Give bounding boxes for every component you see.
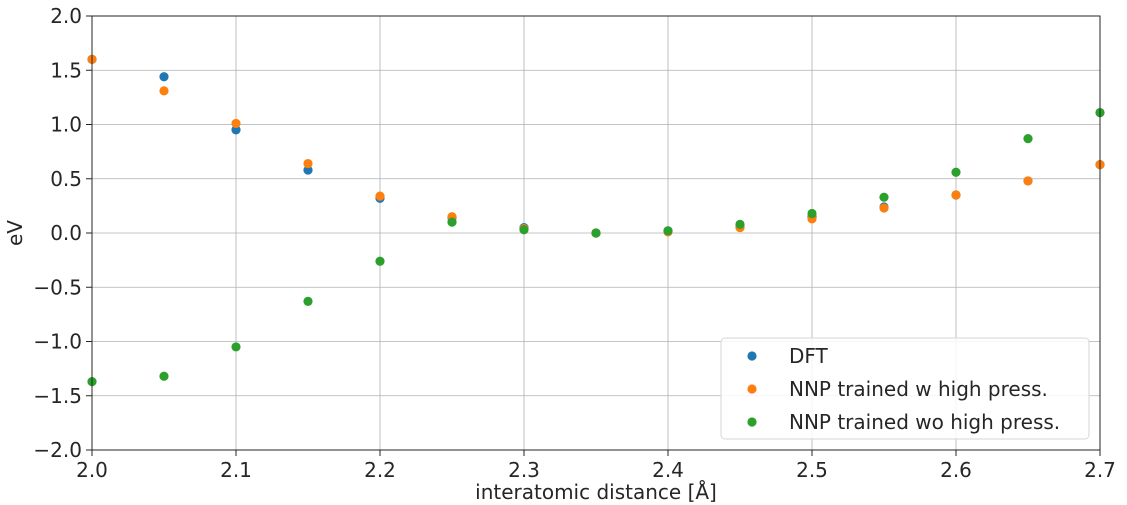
data-point bbox=[807, 208, 817, 219]
y-tick-label: −0.5 bbox=[33, 275, 82, 299]
data-point bbox=[231, 118, 241, 129]
data-point bbox=[951, 190, 961, 200]
data-point bbox=[375, 256, 385, 266]
data-point bbox=[159, 72, 169, 82]
x-tick-label: 2.1 bbox=[220, 458, 252, 482]
y-tick-label: 1.5 bbox=[50, 58, 82, 82]
data-point bbox=[879, 192, 889, 202]
data-point bbox=[879, 203, 889, 213]
legend-marker bbox=[747, 351, 757, 361]
series-1 bbox=[87, 54, 1105, 238]
y-tick-label: −1.5 bbox=[33, 384, 82, 408]
data-point bbox=[519, 225, 529, 235]
data-point bbox=[159, 371, 169, 381]
data-point bbox=[1023, 134, 1033, 144]
x-axis-ticks: 2.0 2.1 2.2 2.3 2.4 2.5 2.6 2.7 bbox=[76, 450, 1116, 482]
legend-label: NNP trained w high press. bbox=[789, 377, 1048, 401]
y-axis-ticks: 2.0 1.5 1.0 0.5 0.0 −0.5 −1.0 −1.5 −2.0 bbox=[33, 4, 92, 462]
x-tick-label: 2.2 bbox=[364, 458, 396, 482]
data-point bbox=[447, 217, 457, 227]
data-point bbox=[375, 191, 385, 201]
y-tick-label: 1.0 bbox=[50, 113, 82, 137]
legend-label: DFT bbox=[789, 344, 829, 368]
data-point bbox=[159, 86, 169, 96]
data-points bbox=[87, 54, 1105, 387]
x-tick-label: 2.6 bbox=[940, 458, 972, 482]
legend-label: NNP trained wo high press. bbox=[789, 410, 1060, 434]
legend: DFT NNP trained w high press. NNP trained … bbox=[720, 337, 1090, 440]
legend-box bbox=[720, 337, 1090, 440]
y-axis-label: eV bbox=[3, 220, 27, 246]
legend-marker bbox=[747, 384, 757, 394]
data-point bbox=[303, 158, 313, 169]
y-tick-label: 0.0 bbox=[50, 221, 82, 245]
data-point bbox=[735, 219, 745, 229]
y-tick-label: 2.0 bbox=[50, 4, 82, 28]
data-point bbox=[231, 125, 241, 135]
x-axis-label: interatomic distance [Å] bbox=[475, 480, 717, 504]
x-tick-label: 2.4 bbox=[652, 458, 684, 482]
y-tick-label: −1.0 bbox=[33, 330, 82, 354]
data-point bbox=[951, 167, 961, 177]
x-tick-label: 2.3 bbox=[508, 458, 540, 482]
y-tick-label: 0.5 bbox=[50, 167, 82, 191]
x-tick-label: 2.0 bbox=[76, 458, 108, 482]
legend-marker bbox=[747, 417, 757, 427]
data-point bbox=[663, 226, 673, 236]
y-tick-label: −2.0 bbox=[33, 438, 82, 462]
x-tick-label: 2.5 bbox=[796, 458, 828, 482]
series-2 bbox=[87, 107, 1105, 387]
data-point bbox=[1023, 176, 1033, 186]
data-point bbox=[303, 296, 313, 306]
data-point bbox=[303, 165, 313, 175]
data-point bbox=[591, 228, 601, 238]
data-point bbox=[231, 342, 241, 352]
x-tick-label: 2.7 bbox=[1084, 458, 1116, 482]
series-0 bbox=[87, 54, 1105, 238]
